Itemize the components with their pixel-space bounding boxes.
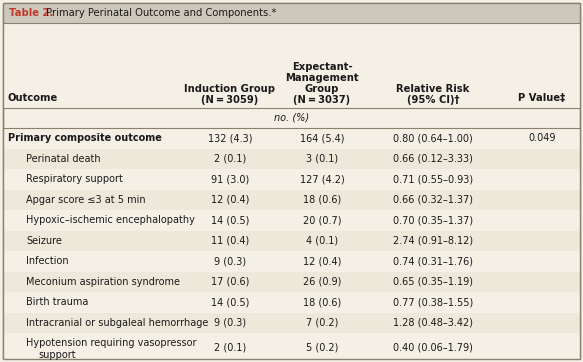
Text: Primary Perinatal Outcome and Components.*: Primary Perinatal Outcome and Components… — [43, 8, 276, 18]
Text: Birth trauma: Birth trauma — [26, 297, 89, 307]
Text: (N = 3037): (N = 3037) — [293, 95, 350, 105]
Text: 0.70 (0.35–1.37): 0.70 (0.35–1.37) — [393, 215, 473, 225]
Text: Hypotension requiring vasopressor: Hypotension requiring vasopressor — [26, 338, 196, 349]
Text: 26 (0.9): 26 (0.9) — [303, 277, 341, 287]
Text: Apgar score ≤3 at 5 min: Apgar score ≤3 at 5 min — [26, 195, 146, 205]
Text: no. (%): no. (%) — [275, 113, 310, 123]
Text: Infection: Infection — [26, 256, 69, 266]
Bar — [3, 3, 580, 23]
Text: 11 (0.4): 11 (0.4) — [211, 236, 249, 246]
Text: Management: Management — [285, 73, 359, 83]
Text: 132 (4.3): 132 (4.3) — [208, 133, 252, 143]
Text: 0.77 (0.38–1.55): 0.77 (0.38–1.55) — [393, 297, 473, 307]
Text: Induction Group: Induction Group — [184, 84, 276, 94]
Text: 1.28 (0.48–3.42): 1.28 (0.48–3.42) — [393, 318, 473, 328]
Text: 0.71 (0.55–0.93): 0.71 (0.55–0.93) — [393, 174, 473, 184]
Text: 164 (5.4): 164 (5.4) — [300, 133, 344, 143]
Text: Respiratory support: Respiratory support — [26, 174, 123, 184]
Text: 9 (0.3): 9 (0.3) — [214, 256, 246, 266]
Text: 14 (0.5): 14 (0.5) — [211, 297, 249, 307]
Bar — [3, 169, 580, 189]
Text: 18 (0.6): 18 (0.6) — [303, 297, 341, 307]
Bar — [3, 292, 580, 312]
Text: P Value‡: P Value‡ — [518, 93, 566, 103]
Text: Group: Group — [305, 84, 339, 94]
Text: 0.40 (0.06–1.79): 0.40 (0.06–1.79) — [393, 343, 473, 353]
Text: 127 (4.2): 127 (4.2) — [300, 174, 345, 184]
Text: Seizure: Seizure — [26, 236, 62, 246]
Text: Primary composite outcome: Primary composite outcome — [8, 133, 162, 143]
Text: 0.049: 0.049 — [528, 133, 556, 143]
Text: 2 (0.1): 2 (0.1) — [214, 343, 246, 353]
Text: 9 (0.3): 9 (0.3) — [214, 318, 246, 328]
Text: 12 (0.4): 12 (0.4) — [303, 256, 341, 266]
Text: Meconium aspiration syndrome: Meconium aspiration syndrome — [26, 277, 180, 287]
Text: 0.80 (0.64–1.00): 0.80 (0.64–1.00) — [393, 133, 473, 143]
Text: 0.65 (0.35–1.19): 0.65 (0.35–1.19) — [393, 277, 473, 287]
Bar — [3, 333, 580, 362]
Text: 5 (0.2): 5 (0.2) — [306, 343, 338, 353]
Text: 7 (0.2): 7 (0.2) — [306, 318, 338, 328]
Text: 0.66 (0.32–1.37): 0.66 (0.32–1.37) — [393, 195, 473, 205]
Text: 12 (0.4): 12 (0.4) — [211, 195, 249, 205]
Text: 3 (0.1): 3 (0.1) — [306, 154, 338, 164]
Text: Outcome: Outcome — [8, 93, 58, 103]
Text: 2.74 (0.91–8.12): 2.74 (0.91–8.12) — [393, 236, 473, 246]
Text: (95% CI)†: (95% CI)† — [407, 95, 459, 105]
Text: 18 (0.6): 18 (0.6) — [303, 195, 341, 205]
Bar — [3, 189, 580, 210]
Text: 91 (3.0): 91 (3.0) — [211, 174, 249, 184]
Text: Expectant-: Expectant- — [292, 62, 352, 72]
Bar — [3, 148, 580, 169]
Text: 0.74 (0.31–1.76): 0.74 (0.31–1.76) — [393, 256, 473, 266]
Text: (N = 3059): (N = 3059) — [201, 95, 259, 105]
Bar — [3, 272, 580, 292]
Bar — [3, 23, 580, 108]
Bar — [3, 128, 580, 148]
Text: Table 2.: Table 2. — [9, 8, 53, 18]
Bar — [3, 251, 580, 272]
Bar — [3, 231, 580, 251]
Text: 14 (0.5): 14 (0.5) — [211, 215, 249, 225]
Text: support: support — [38, 350, 76, 359]
Text: Relative Risk: Relative Risk — [396, 84, 470, 94]
Bar — [3, 312, 580, 333]
Text: 20 (0.7): 20 (0.7) — [303, 215, 341, 225]
Text: 4 (0.1): 4 (0.1) — [306, 236, 338, 246]
Text: Perinatal death: Perinatal death — [26, 154, 101, 164]
Text: 0.66 (0.12–3.33): 0.66 (0.12–3.33) — [393, 154, 473, 164]
Text: 17 (0.6): 17 (0.6) — [211, 277, 249, 287]
Text: Intracranial or subgaleal hemorrhage: Intracranial or subgaleal hemorrhage — [26, 318, 208, 328]
Text: 2 (0.1): 2 (0.1) — [214, 154, 246, 164]
Bar — [3, 210, 580, 231]
Text: Hypoxic–ischemic encephalopathy: Hypoxic–ischemic encephalopathy — [26, 215, 195, 225]
